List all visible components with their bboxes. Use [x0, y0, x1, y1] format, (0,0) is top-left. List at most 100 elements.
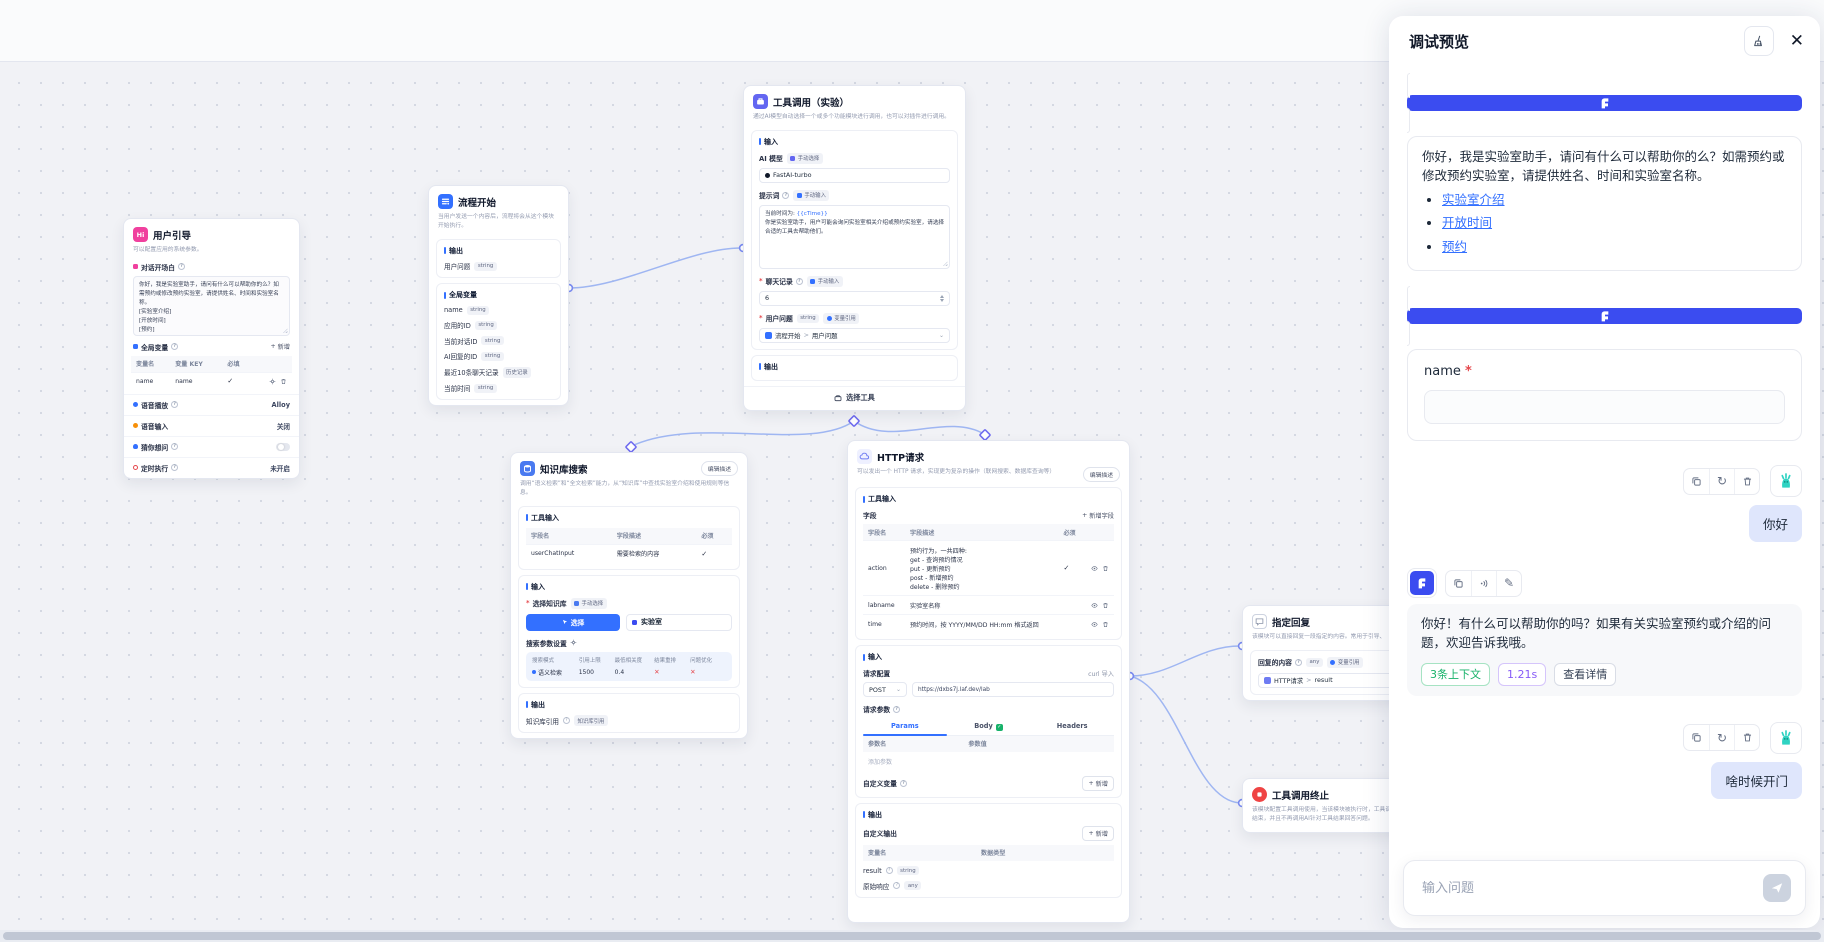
add-custom-output-button[interactable]: + 新增 [1082, 825, 1114, 841]
node-subtitle: 调用“语义检索”和“全文检索”能力，从“知识库”中查找实验室介绍和使用规则等信息… [520, 481, 730, 496]
manual-select-badge[interactable]: 手动选择 [786, 152, 823, 164]
output-section: 输出 自定义输出 + 新增 变量名 数据类型 result ? string [855, 802, 1122, 898]
close-icon[interactable]: ✕ [1789, 31, 1804, 51]
tab-body[interactable]: Body ✓ [974, 722, 1003, 731]
url-input[interactable]: https://dxbs7j.laf.dev/lab [912, 682, 1114, 697]
link-icon [826, 315, 832, 321]
search-params-label[interactable]: 搜索参数设置 [526, 638, 732, 648]
eye-icon[interactable] [1091, 565, 1098, 572]
read-aloud-icon[interactable] [1471, 570, 1496, 596]
chevron-down-icon: ⌄ [938, 331, 944, 339]
stepper[interactable] [940, 294, 944, 302]
add-field-button[interactable]: + 新增字段 [1082, 511, 1114, 520]
info-icon[interactable]: ? [1294, 658, 1302, 666]
history-count-input[interactable]: 6 [759, 290, 950, 306]
manual-select-badge[interactable]: 手动选择 [570, 597, 607, 609]
resize-handle-icon[interactable] [282, 328, 288, 334]
info-icon[interactable]: ? [171, 343, 179, 351]
select-tool-button[interactable]: 选择工具 [744, 385, 965, 410]
copy-icon[interactable] [1684, 469, 1709, 494]
retry-icon[interactable]: ↻ [1709, 468, 1734, 494]
scrollbar-thumb[interactable] [3, 932, 1821, 940]
link-reserve[interactable]: 预约 [1442, 238, 1468, 254]
delete-icon[interactable] [1734, 725, 1759, 751]
name-input[interactable] [1424, 390, 1785, 425]
manual-input-badge[interactable]: 手动输入 [806, 275, 843, 287]
info-icon[interactable]: ? [562, 717, 570, 725]
kb-chip[interactable]: 实验室 [626, 613, 732, 631]
opening-tag: [开放时间] [139, 317, 166, 324]
send-button[interactable] [1763, 874, 1791, 902]
flow-start-icon [438, 194, 453, 209]
trash-icon[interactable] [1102, 565, 1109, 572]
copy-icon[interactable] [1684, 725, 1709, 750]
tab-headers[interactable]: Headers [1056, 722, 1088, 730]
info-icon[interactable]: ? [795, 277, 803, 285]
model-select[interactable]: FastAI-turbo [759, 167, 950, 183]
manual-input-badge[interactable]: 手动输入 [793, 189, 830, 201]
edit-desc-button[interactable]: 编辑描述 [700, 461, 738, 476]
chat-input[interactable] [1422, 880, 1763, 896]
semantic-icon [532, 670, 536, 675]
trash-icon[interactable] [1102, 602, 1109, 609]
info-icon[interactable]: ? [171, 464, 179, 472]
guess-question-row[interactable]: 猜你想问? [124, 435, 299, 457]
trash-icon[interactable] [1102, 621, 1109, 628]
voice-input-row[interactable]: 语音输入 关闭 [124, 414, 299, 436]
user-bubble: 啥时候开门 [1711, 761, 1802, 799]
info-icon[interactable]: ? [893, 882, 901, 889]
info-icon[interactable]: ? [899, 779, 907, 787]
var-ref-badge[interactable]: 变量引用 [1326, 656, 1363, 668]
info-icon[interactable]: ? [885, 867, 893, 874]
trash-icon[interactable] [280, 378, 287, 385]
voice-play-row[interactable]: 语音播放? Alloy [124, 393, 299, 415]
tab-params[interactable]: Params [863, 718, 947, 735]
node-kb-search[interactable]: 知识库搜索 编辑描述 调用“语义检索”和“全文检索”能力，从“知识库”中查找实验… [510, 452, 748, 740]
var-ref-badge[interactable]: 变量引用 [823, 312, 860, 324]
tool-input-section: 工具输入 字段名 字段描述 必须 userChatInput 需要检索的内容 ✓ [518, 505, 740, 570]
link-open-hours[interactable]: 开放时间 [1442, 215, 1493, 231]
context-badge[interactable]: 3条上下文 [1421, 662, 1490, 686]
guess-question-toggle[interactable] [276, 442, 290, 451]
add-param-placeholder[interactable]: 添加参数 [868, 758, 893, 766]
eye-icon[interactable] [1091, 602, 1098, 609]
copy-icon[interactable] [1446, 571, 1471, 596]
edit-icon[interactable]: ✎ [1496, 570, 1521, 596]
node-ref-icon [765, 331, 772, 339]
custom-output-label: 自定义输出 [863, 830, 897, 838]
link-lab-intro[interactable]: 实验室介绍 [1442, 191, 1505, 207]
scheduled-run-row[interactable]: 定时执行? 未开启 [124, 456, 299, 478]
info-icon[interactable]: ? [893, 705, 901, 713]
info-icon[interactable]: ? [171, 443, 179, 451]
select-kb-button[interactable]: 选择 [526, 613, 620, 631]
method-select[interactable]: POST ⌄ [863, 682, 907, 697]
clear-history-button[interactable] [1743, 26, 1774, 56]
cursor-icon [562, 620, 567, 625]
latency-badge[interactable]: 1.21s [1498, 662, 1547, 686]
info-icon[interactable]: ? [177, 263, 185, 271]
add-custom-var-button[interactable]: + 新增 [1082, 775, 1114, 791]
info-icon[interactable]: ? [171, 401, 179, 409]
opening-textarea[interactable]: 你好，我是实验室助手，请问有什么可以帮助你的么？如需预约或修改预约实验室，请提供… [133, 275, 290, 336]
node-tool-call[interactable]: 工具调用（实验） 通过AI模型自动选择一个或多个功能模块进行调用，也可以对插件进… [743, 85, 966, 411]
settings-icon[interactable] [269, 378, 276, 385]
resize-handle-icon[interactable] [942, 261, 948, 267]
add-variable-button[interactable]: + 新增 [270, 343, 290, 352]
question-source-select[interactable]: 流程开始 > 用户问题 ⌄ [759, 327, 950, 343]
delete-icon[interactable] [1734, 468, 1759, 494]
reply-source-select[interactable]: HTTP请求 > result [1258, 672, 1416, 688]
curl-import-button[interactable]: curl 导入 [1088, 670, 1114, 678]
node-flow-start[interactable]: 流程开始 当用户发送一个内容后，流程将会从这个模块开始执行。 输出 用户问题 st… [428, 185, 569, 407]
node-user-guide[interactable]: Hi 用户引导 可以配置应用的系统参数。 对话开场白 ? 你好，我是实验室助手，… [123, 218, 300, 479]
request-config-label: 请求配置 [863, 670, 891, 678]
edit-desc-button[interactable]: 编辑描述 [1082, 467, 1120, 482]
horizontal-scrollbar[interactable] [0, 930, 1824, 942]
prompt-textarea[interactable]: 当前时间为: {{cTime}} 你是实验室助手，用户可能会询问实验室相关介绍或… [759, 204, 950, 269]
eye-icon[interactable] [1091, 621, 1098, 628]
node-title: 工具调用（实验） [773, 97, 850, 109]
node-http-request[interactable]: HTTP请求 可以发出一个 HTTP 请求，实现更为复杂的操作（联网搜索、数据库… [847, 440, 1130, 923]
detail-badge[interactable]: 查看详情 [1554, 662, 1617, 686]
retry-icon[interactable]: ↻ [1709, 725, 1734, 751]
info-icon[interactable]: ? [782, 191, 790, 199]
clock-icon [133, 465, 138, 471]
